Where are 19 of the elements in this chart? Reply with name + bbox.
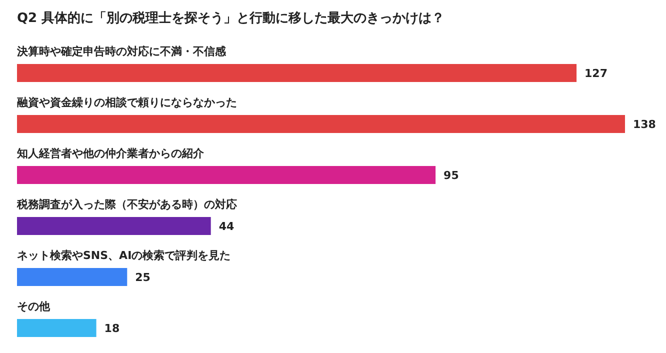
bar [17,115,625,133]
y-tick-label: 税務調査が入った際（不安がある時）の対応 [16,198,238,211]
y-tick-label: 融資や資金繰りの相談で頼りにならなかった [17,96,237,109]
data-label: 127 [584,66,608,80]
y-tick-label: ネット検索やSNS、AIの検索で評判を見た [17,249,231,262]
bar [17,166,436,184]
data-label: 25 [135,270,150,284]
bar [17,319,96,337]
data-label: 44 [218,220,235,233]
y-tick-label: 知人経営者や他の仲介業者からの紹介 [16,147,205,160]
bar [17,268,128,286]
bar [17,217,211,235]
data-label: 95 [444,168,459,182]
data-label: 138 [633,118,656,131]
bar [17,64,577,82]
y-tick-label: 決算時や確定申告時の対応に不満・不信感 [16,45,227,58]
y-tick-label: その他 [17,300,51,313]
data-label: 18 [104,322,120,335]
chart-title: Q2 具体的に「別の税理士を探そう」と行動に移した最大のきっかけは？ [16,10,446,28]
